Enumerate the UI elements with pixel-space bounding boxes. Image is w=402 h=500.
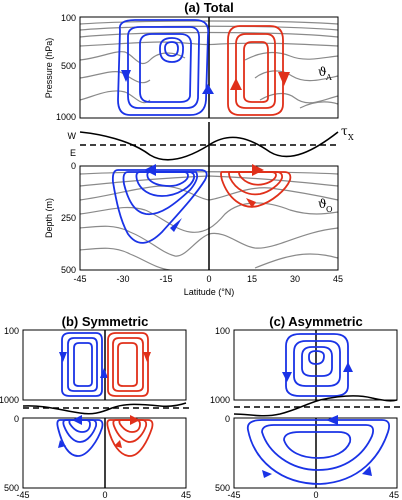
sym-ocean-tick-500: 500 xyxy=(4,483,19,493)
panel-a-wind-stress: W E τ X xyxy=(68,122,354,166)
xtick-0: 0 xyxy=(206,274,211,284)
sym-wind-curve xyxy=(22,402,187,415)
theta-a-symbol: ϑ xyxy=(318,65,327,79)
sym-ocean-blue-arrow-b xyxy=(58,440,66,448)
ocean-red-cell xyxy=(220,171,292,208)
ocean-tick-500: 500 xyxy=(61,265,76,275)
xlabel: Latitude (°N) xyxy=(184,287,235,297)
xtick-m30: -30 xyxy=(116,274,129,284)
panel-c: 100 1000 0 500 -45 0 45 xyxy=(210,326,401,500)
sym-red-arrow-down xyxy=(143,352,151,362)
asym-wind-curve xyxy=(233,395,398,417)
asym-xtick-0: 0 xyxy=(313,490,318,500)
sym-ocean-blue-cell xyxy=(56,419,104,457)
asym-xtick-m45: -45 xyxy=(227,490,240,500)
sym-ocean-red-cell xyxy=(106,419,154,457)
atm-blue-arrow-up xyxy=(202,84,214,94)
asym-ocean-blue-cell xyxy=(246,419,391,485)
wind-label-east: E xyxy=(70,148,76,158)
xtick-15: 15 xyxy=(247,274,257,284)
asym-blue-arrow-down xyxy=(282,372,292,382)
panel-c-title: (c) Asymmetric xyxy=(269,314,362,329)
sym-blue-arrow-down xyxy=(59,352,67,362)
theta-o-symbol: ϑ xyxy=(318,197,327,211)
panel-b-title: (b) Symmetric xyxy=(62,314,149,329)
atm-red-arrow-up xyxy=(230,78,242,90)
panel-a-title: (a) Total xyxy=(184,0,234,15)
atm-red-arrow-down xyxy=(278,72,290,86)
atm-tick-500: 500 xyxy=(61,61,76,71)
ocean-tick-250: 250 xyxy=(61,213,76,223)
sym-xtick-45: 45 xyxy=(181,490,191,500)
asym-ocean-arrow-left xyxy=(262,470,272,478)
panel-b: 100 1000 0 500 -45 0 45 xyxy=(0,326,191,500)
sym-ocean-red-arrow xyxy=(130,415,140,425)
atm-red-cell xyxy=(227,25,284,116)
sym-ocean-red-arrow-b xyxy=(114,440,122,448)
sym-blue-arrow-up xyxy=(100,368,108,378)
asym-ocean-tick-0: 0 xyxy=(225,414,230,424)
sym-atm-blue-cell xyxy=(61,332,103,397)
ocean-blue-arrow-up xyxy=(170,218,182,232)
asym-atm-tick-1000: 1000 xyxy=(210,395,230,405)
wind-label-west: W xyxy=(68,131,77,141)
ocean-blue-cell xyxy=(111,169,208,244)
atm-blue-cell xyxy=(117,19,210,116)
sym-ocean-blue-arrow xyxy=(72,415,82,425)
sym-xtick-m45: -45 xyxy=(16,490,29,500)
asym-ocean-arrow-right xyxy=(362,466,372,476)
asym-atm-blue-cell xyxy=(285,333,349,397)
theta-o-subscript: O xyxy=(326,205,333,214)
sym-atm-tick-1000: 1000 xyxy=(0,395,19,405)
panel-a-ocean: 0 250 500 Depth (m) ϑ O xyxy=(44,161,339,275)
xtick-m15: -15 xyxy=(159,274,172,284)
panel-a-atmosphere: 100 500 1000 Pressure (hPa) ϑ A xyxy=(44,13,339,122)
ocean-tick-0: 0 xyxy=(71,161,76,171)
xtick-45: 45 xyxy=(333,274,343,284)
atm-tick-100: 100 xyxy=(61,13,76,23)
xtick-30: 30 xyxy=(290,274,300,284)
asym-ocean-arrow-top xyxy=(326,415,338,425)
sym-xtick-0: 0 xyxy=(102,490,107,500)
ocean-red-arrow-right xyxy=(252,164,264,176)
tau-symbol: τ xyxy=(341,124,348,138)
atm-blue-arrow-down xyxy=(121,70,131,82)
ocean-ylabel: Depth (m) xyxy=(44,198,54,238)
panel-a-xaxis: -45 -30 -15 0 15 30 45 Latitude (°N) xyxy=(73,274,343,297)
sym-atm-red-cell xyxy=(107,332,149,397)
asym-ocean-tick-500: 500 xyxy=(215,483,230,493)
sym-atm-tick-100: 100 xyxy=(4,326,19,336)
xtick-m45: -45 xyxy=(73,274,86,284)
sym-ocean-tick-0: 0 xyxy=(14,414,19,424)
ocean-red-arrow-up xyxy=(246,198,256,208)
atm-ylabel: Pressure (hPa) xyxy=(44,38,54,99)
tau-subscript: X xyxy=(348,133,354,142)
theta-a-subscript: A xyxy=(325,73,332,82)
asym-atm-tick-100: 100 xyxy=(215,326,230,336)
asym-xtick-45: 45 xyxy=(389,490,399,500)
asym-blue-arrow-up xyxy=(343,362,353,372)
ocean-blue-arrow-left xyxy=(144,164,156,176)
atm-tick-1000: 1000 xyxy=(56,112,76,122)
